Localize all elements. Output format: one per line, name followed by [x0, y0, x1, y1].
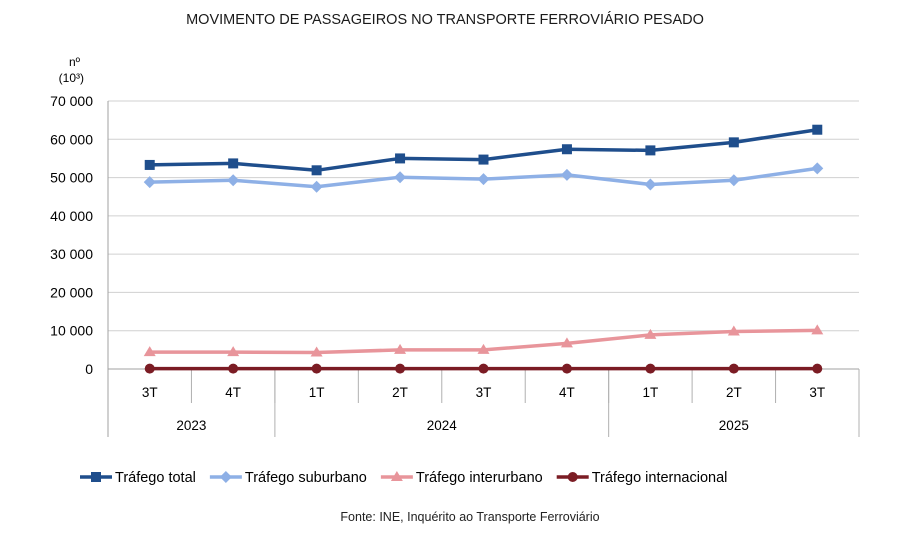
marker-square — [728, 137, 739, 148]
x-tick-label: 2T — [726, 385, 742, 400]
x-axis: 3T 4T 1T 2T 3T 4T 1T 2T 3T 2023 2024 2025 — [108, 368, 860, 437]
x-tick-label: 2T — [392, 385, 408, 400]
marker-circle — [478, 363, 489, 374]
legend-label: Tráfego total — [115, 470, 196, 486]
x-tick-label: 4T — [225, 385, 241, 400]
marker-circle — [812, 363, 823, 374]
marker-triangle — [811, 324, 824, 335]
marker-circle — [228, 363, 239, 374]
marker-circle — [561, 363, 572, 374]
marker-square — [144, 159, 155, 170]
x-tick-label: 3T — [809, 385, 825, 400]
marker-diamond — [310, 180, 323, 193]
marker-circle — [395, 363, 406, 374]
marker-triangle — [390, 471, 403, 481]
y-tick-label: 40 000 — [50, 208, 93, 224]
marker-square — [228, 158, 239, 169]
marker-square — [311, 165, 322, 176]
x-tick-label: 1T — [309, 385, 325, 400]
legend-item: Tráfego internacional — [556, 470, 728, 486]
x-tick-label: 3T — [476, 385, 492, 400]
source-note: Fonte: INE, Inquérito ao Transporte Ferr… — [340, 510, 599, 524]
x-group-label: 2024 — [427, 418, 458, 433]
legend-label: Tráfego internacional — [592, 470, 728, 486]
series-tr-fego-suburbano — [143, 162, 824, 193]
y-axis-unit-label: nº — [69, 55, 81, 69]
x-group-label: 2025 — [719, 418, 749, 433]
marker-diamond — [143, 176, 156, 189]
marker-diamond — [394, 171, 407, 184]
marker-square — [395, 153, 406, 164]
marker-square — [645, 145, 656, 156]
marker-triangle — [227, 346, 240, 357]
legend-label: Tráfego interurbano — [416, 470, 543, 486]
y-tick-label: 20 000 — [50, 284, 93, 300]
marker-triangle — [310, 346, 323, 357]
marker-circle — [311, 363, 322, 374]
x-tick-label: 1T — [643, 385, 659, 400]
marker-diamond — [560, 168, 573, 181]
legend-label: Tráfego suburbano — [245, 470, 367, 486]
marker-circle — [144, 363, 155, 374]
series-tr-fego-internacional — [144, 363, 823, 374]
marker-triangle — [644, 328, 657, 339]
legend: Tráfego total Tráfego suburbano Tráfego in… — [80, 470, 727, 486]
marker-triangle — [477, 343, 490, 354]
marker-diamond — [477, 173, 490, 186]
chart-title: MOVIMENTO DE PASSAGEIROS NO TRANSPORTE F… — [186, 11, 704, 28]
marker-diamond — [219, 471, 232, 483]
marker-diamond — [811, 162, 824, 175]
legend-item: Tráfego total — [80, 470, 196, 486]
marker-triangle — [727, 325, 740, 336]
marker-triangle — [143, 346, 156, 357]
marker-square — [91, 472, 101, 482]
marker-circle — [567, 472, 578, 482]
marker-square — [812, 124, 823, 135]
y-tick-label: 30 000 — [50, 246, 93, 262]
series-lines — [143, 124, 824, 374]
series-tr-fego-total — [144, 124, 823, 176]
legend-item: Tráfego suburbano — [209, 470, 367, 486]
x-tick-label: 3T — [142, 385, 158, 400]
marker-circle — [728, 363, 739, 374]
marker-diamond — [644, 178, 657, 191]
series-tr-fego-interurbano — [143, 324, 824, 357]
x-group-label: 2023 — [176, 418, 206, 433]
marker-triangle — [394, 343, 407, 354]
y-tick-label: 0 — [85, 361, 93, 377]
marker-square — [478, 154, 489, 165]
y-tick-label: 10 000 — [50, 323, 93, 339]
legend-item: Tráfego interurbano — [380, 470, 543, 486]
marker-circle — [645, 363, 656, 374]
x-tick-label: 4T — [559, 385, 575, 400]
marker-square — [561, 144, 572, 155]
y-axis-ticks: 0 10 000 20 000 30 000 40 000 50 000 60 000 70 … — [50, 93, 93, 377]
marker-diamond — [727, 174, 740, 187]
y-tick-label: 60 000 — [50, 131, 93, 147]
marker-triangle — [560, 337, 573, 348]
y-tick-label: 70 000 — [50, 93, 93, 109]
y-axis-unit-multiplier: (10³) — [59, 71, 84, 85]
marker-diamond — [227, 174, 240, 187]
y-tick-label: 50 000 — [50, 170, 93, 186]
